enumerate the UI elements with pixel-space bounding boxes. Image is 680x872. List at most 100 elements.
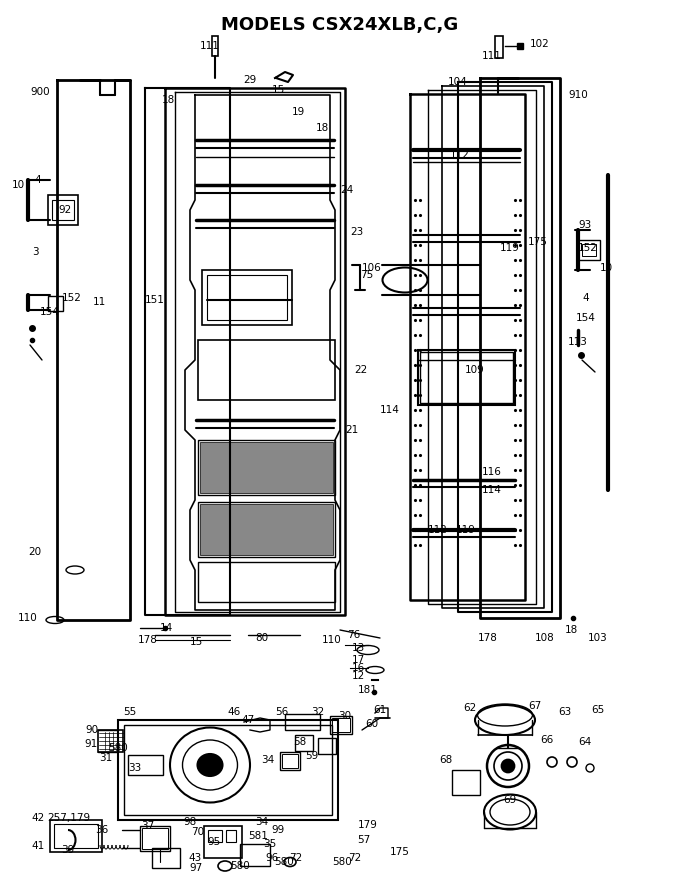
- Text: 175: 175: [390, 847, 410, 857]
- Text: 39: 39: [61, 845, 75, 855]
- Text: 112: 112: [450, 150, 470, 160]
- Text: 72: 72: [348, 853, 362, 863]
- Bar: [332, 718, 350, 732]
- Text: 31: 31: [99, 753, 112, 763]
- Bar: [452, 770, 480, 795]
- Bar: [285, 714, 320, 730]
- Text: 64: 64: [578, 737, 591, 747]
- Text: 109: 109: [465, 365, 485, 375]
- Bar: [152, 848, 180, 868]
- Ellipse shape: [502, 760, 514, 772]
- Bar: [124, 725, 332, 815]
- Text: 108: 108: [535, 633, 555, 643]
- Bar: [50, 820, 102, 852]
- Text: 114: 114: [482, 485, 502, 495]
- Text: 43: 43: [188, 853, 202, 863]
- Text: MODELS CSX24XLB,C,G: MODELS CSX24XLB,C,G: [222, 16, 458, 34]
- Text: 29: 29: [243, 75, 256, 85]
- Text: 97: 97: [189, 863, 203, 872]
- Bar: [52, 200, 74, 220]
- Bar: [330, 716, 352, 734]
- Text: 4: 4: [35, 175, 41, 185]
- Text: 69: 69: [503, 795, 517, 805]
- Text: 581: 581: [248, 831, 268, 841]
- Text: 102: 102: [530, 39, 549, 49]
- Text: 17: 17: [352, 655, 365, 665]
- Text: 580: 580: [108, 743, 128, 753]
- Text: 32: 32: [311, 707, 324, 717]
- Text: 900: 900: [31, 87, 50, 97]
- Text: 103: 103: [588, 633, 608, 643]
- Text: 35: 35: [263, 839, 277, 849]
- Text: 13: 13: [352, 643, 365, 653]
- Text: 60: 60: [365, 719, 379, 729]
- Text: 93: 93: [578, 220, 591, 230]
- Bar: [495, 36, 503, 58]
- Text: 37: 37: [141, 821, 154, 831]
- Text: 154: 154: [40, 307, 60, 317]
- Text: 92: 92: [58, 205, 71, 215]
- Text: 36: 36: [95, 825, 109, 835]
- Text: 56: 56: [275, 707, 288, 717]
- Text: 95: 95: [207, 837, 220, 847]
- Text: 111: 111: [200, 41, 220, 51]
- Text: 33: 33: [129, 763, 141, 773]
- Text: 46: 46: [227, 707, 241, 717]
- Bar: [207, 275, 287, 320]
- Bar: [204, 826, 242, 858]
- Bar: [582, 244, 596, 256]
- Text: 152: 152: [62, 293, 82, 303]
- Bar: [48, 296, 63, 311]
- Text: 34: 34: [261, 755, 275, 765]
- Text: 24: 24: [340, 185, 353, 195]
- Text: 70: 70: [192, 827, 205, 837]
- Text: 178: 178: [138, 635, 158, 645]
- Text: 76: 76: [347, 630, 360, 640]
- Text: 99: 99: [271, 825, 285, 835]
- Bar: [578, 240, 600, 260]
- Bar: [420, 352, 513, 403]
- Text: 179: 179: [358, 820, 378, 830]
- Text: 66: 66: [540, 735, 554, 745]
- Text: 59: 59: [305, 751, 319, 761]
- Text: 72: 72: [290, 853, 303, 863]
- Bar: [226, 830, 236, 842]
- Text: 580: 580: [274, 857, 294, 867]
- Text: 112: 112: [428, 525, 448, 535]
- Bar: [198, 340, 335, 400]
- Text: 41: 41: [31, 841, 45, 851]
- Text: 154: 154: [576, 313, 596, 323]
- Text: 91: 91: [85, 739, 98, 749]
- Text: 80: 80: [256, 633, 269, 643]
- Bar: [240, 844, 270, 866]
- Text: 116: 116: [482, 467, 502, 477]
- Bar: [280, 752, 300, 770]
- Text: 106: 106: [362, 263, 382, 273]
- Text: 119: 119: [500, 243, 520, 253]
- Text: 14: 14: [159, 623, 173, 633]
- Text: 22: 22: [354, 365, 367, 375]
- Text: 152: 152: [578, 243, 598, 253]
- Text: 113: 113: [568, 337, 588, 347]
- Text: 257,179: 257,179: [47, 813, 90, 823]
- Text: 10: 10: [12, 180, 24, 190]
- Bar: [142, 828, 168, 849]
- Text: 30: 30: [339, 711, 352, 721]
- Bar: [208, 830, 222, 842]
- Text: 10: 10: [600, 263, 613, 273]
- Bar: [118, 720, 338, 820]
- Text: 68: 68: [439, 755, 452, 765]
- Text: 57: 57: [358, 835, 371, 845]
- Text: 19: 19: [291, 107, 305, 117]
- Text: 580: 580: [332, 857, 352, 867]
- Bar: [48, 195, 78, 225]
- Text: 18: 18: [316, 123, 328, 133]
- Ellipse shape: [382, 268, 428, 292]
- Text: 67: 67: [528, 701, 542, 711]
- Text: 580: 580: [230, 861, 250, 871]
- Text: 96: 96: [265, 853, 279, 863]
- Text: 16: 16: [352, 663, 365, 673]
- Text: 98: 98: [184, 817, 197, 827]
- Text: 175: 175: [528, 237, 548, 247]
- Text: 65: 65: [592, 705, 605, 715]
